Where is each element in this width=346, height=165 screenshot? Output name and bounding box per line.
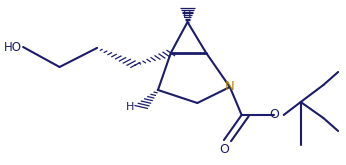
Text: H: H <box>183 10 192 20</box>
Text: N: N <box>225 81 235 94</box>
Text: O: O <box>219 143 229 156</box>
Text: HO: HO <box>3 40 21 53</box>
Text: O: O <box>269 109 279 121</box>
Text: H: H <box>126 102 135 112</box>
